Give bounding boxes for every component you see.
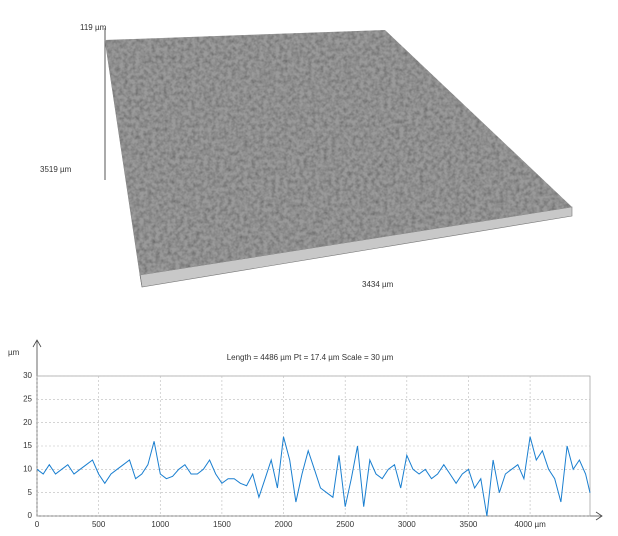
axes (36, 340, 602, 517)
x-tick-label: 0 (35, 520, 40, 529)
y-tick-label: 30 (23, 371, 32, 380)
chart-title: Length = 4486 µm Pt = 17.4 µm Scale = 30… (227, 353, 394, 362)
y-tick-label: 25 (23, 394, 32, 403)
width-label: 3434 µm (362, 280, 394, 289)
profile-line (36, 436, 591, 517)
y-tick-label: 10 (23, 464, 32, 473)
x-tick-label: 3500 (460, 520, 478, 529)
profile-chart: Length = 4486 µm Pt = 17.4 µm Scale = 30… (8, 339, 603, 529)
y-tick-label: 0 (28, 511, 33, 520)
y-tick-label: 15 (23, 441, 32, 450)
x-tick-label: 1000 (151, 520, 169, 529)
x-tick-label: 2500 (336, 520, 354, 529)
y-tick-label: 5 (28, 488, 33, 497)
x-tick-label: 3000 (398, 520, 416, 529)
x-tick-label: 500 (92, 520, 106, 529)
depth-label: 3519 µm (40, 165, 72, 174)
x-tick-label: 4000 µm (514, 520, 546, 529)
top-surface (105, 30, 572, 275)
x-tick-label: 1500 (213, 520, 231, 529)
y-axis-label: µm (8, 348, 20, 357)
y-tick-label: 20 (23, 418, 32, 427)
x-tick-label: 2000 (275, 520, 293, 529)
axis-arrows (32, 339, 603, 521)
surface-3d: 119 µm 3519 µm 3434 µm (40, 23, 573, 289)
height-label: 119 µm (80, 23, 107, 32)
